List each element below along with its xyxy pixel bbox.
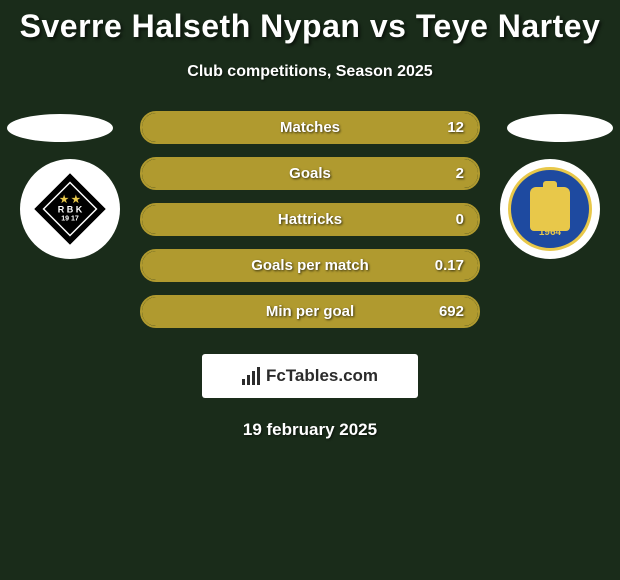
stat-row: Goals 2 [140,157,480,190]
team-logo-left: ★ ★ R B K 19 17 [20,159,120,259]
badge-initials: R B K [58,206,83,216]
flag-right [507,114,613,142]
badge-year: 19 17 [58,216,83,224]
team-logo-right: 1964 [500,159,600,259]
stat-row: Min per goal 692 [140,295,480,328]
comparison-body: ★ ★ R B K 19 17 1964 Matches 12 Goals 2 Hatt… [0,111,620,336]
brondby-tower-icon [530,187,570,231]
stat-row: Matches 12 [140,111,480,144]
stat-value: 0.17 [435,257,464,274]
stats-list: Matches 12 Goals 2 Hattricks 0 Goals per match… [140,111,480,341]
stat-label: Hattricks [278,211,342,228]
page-subtitle: Club competitions, Season 2025 [0,63,620,81]
stat-value: 2 [456,165,464,182]
comparison-card: Sverre Halseth Nypan vs Teye Nartey Club… [0,0,620,440]
stat-label: Matches [280,119,340,136]
brand-box[interactable]: FcTables.com [202,354,418,398]
footer-date: 19 february 2025 [0,420,620,440]
stat-row: Goals per match 0.17 [140,249,480,282]
stat-label: Goals [289,165,331,182]
rosenborg-badge: ★ ★ R B K 19 17 [35,174,105,244]
flag-left [7,114,113,142]
stat-value: 0 [456,211,464,228]
stat-row: Hattricks 0 [140,203,480,236]
stat-label: Min per goal [266,303,354,320]
brand-text: FcTables.com [266,366,378,386]
page-title: Sverre Halseth Nypan vs Teye Nartey [0,8,620,45]
brondby-badge: 1964 [508,167,592,251]
stat-value: 12 [447,119,464,136]
stat-value: 692 [439,303,464,320]
badge-year: 1964 [539,227,561,238]
chart-bars-icon [242,367,260,385]
stat-label: Goals per match [251,257,369,274]
